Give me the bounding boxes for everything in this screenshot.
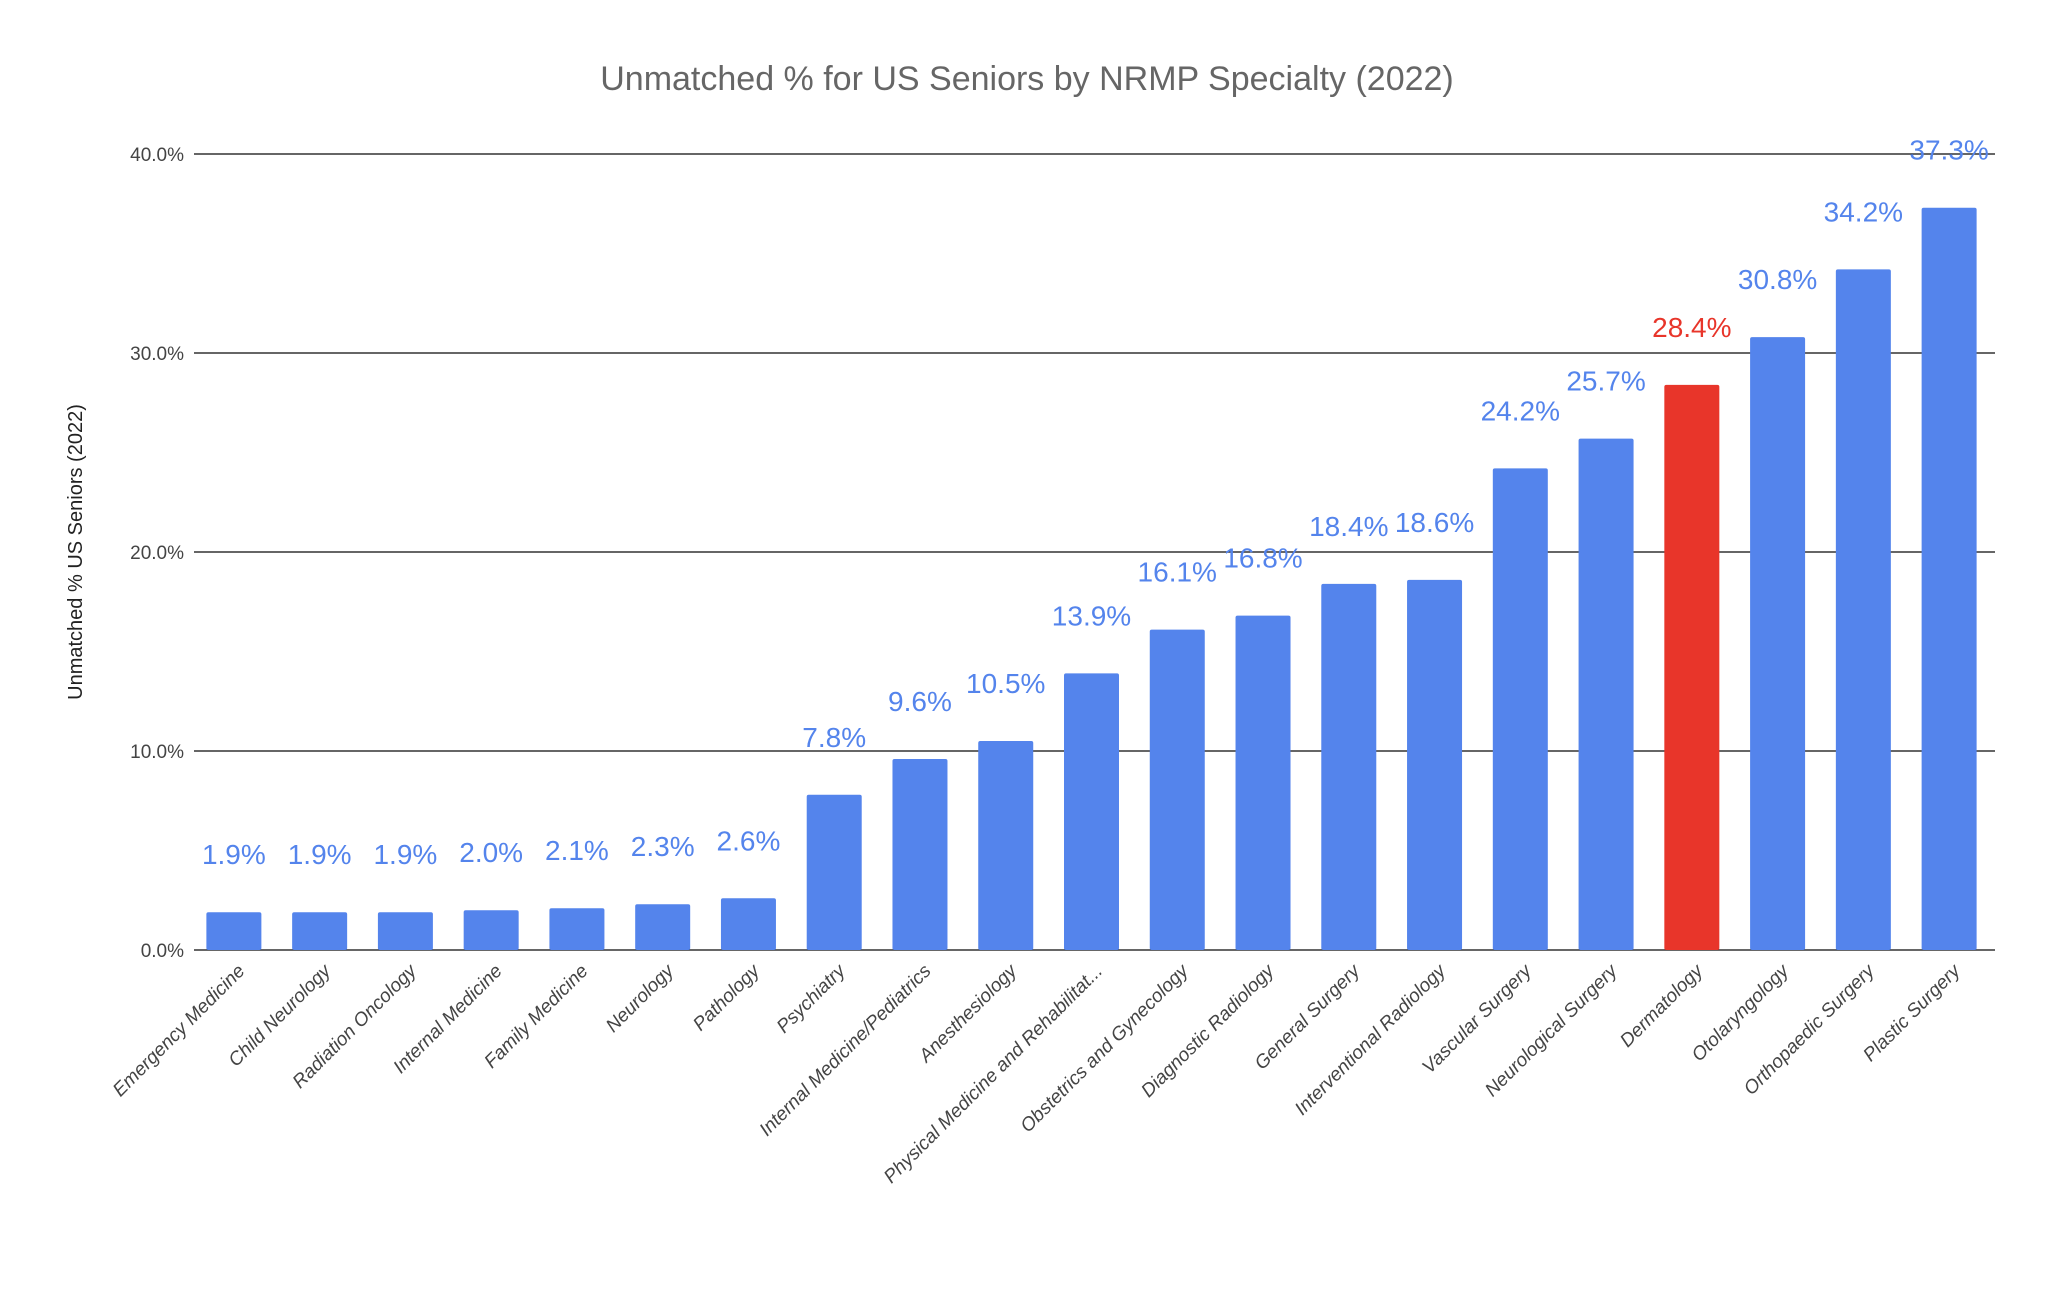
- bar: [1750, 337, 1806, 951]
- bar: [1664, 384, 1720, 951]
- bar: [1578, 438, 1634, 950]
- data-label: 2.6%: [717, 825, 781, 856]
- data-label: 13.9%: [1052, 600, 1131, 631]
- bar: [549, 908, 605, 950]
- y-tick-label: 40.0%: [130, 145, 184, 166]
- y-axis-label: Unmatched % US Seniors (2022): [65, 404, 87, 700]
- data-label: 16.8%: [1223, 543, 1302, 574]
- data-label: 2.3%: [631, 831, 695, 862]
- bar: [292, 912, 348, 950]
- bar: [1235, 615, 1291, 950]
- data-label: 16.1%: [1138, 557, 1217, 588]
- x-tick-label: Psychiatry: [773, 960, 851, 1038]
- bar: [892, 758, 948, 950]
- data-label: 18.6%: [1395, 507, 1474, 538]
- chart-title: Unmatched % for US Seniors by NRMP Speci…: [600, 60, 1454, 98]
- bar: [1835, 269, 1891, 950]
- bar: [1321, 583, 1377, 950]
- data-label: 25.7%: [1566, 366, 1645, 397]
- data-label: 7.8%: [802, 722, 866, 753]
- data-label: 28.4%: [1652, 312, 1731, 343]
- data-label: 30.8%: [1738, 264, 1817, 295]
- bar: [720, 898, 776, 950]
- bar: [1064, 673, 1119, 950]
- bar: [978, 741, 1034, 950]
- bar: [377, 912, 433, 950]
- bar: [206, 912, 262, 950]
- data-label: 24.2%: [1481, 395, 1560, 426]
- bar: [463, 910, 519, 950]
- x-tick-label: Pathology: [689, 960, 765, 1036]
- y-tick-label: 0.0%: [141, 941, 184, 962]
- bar: [1149, 629, 1205, 950]
- data-label: 2.1%: [545, 835, 609, 866]
- data-label: 37.3%: [1909, 135, 1988, 166]
- y-tick-label: 10.0%: [130, 742, 184, 763]
- data-label: 1.9%: [202, 839, 266, 870]
- x-tick-label: Neurology: [602, 960, 679, 1037]
- bar: [1921, 207, 1977, 951]
- y-tick-label: 20.0%: [130, 543, 184, 564]
- data-label: 34.2%: [1824, 196, 1903, 227]
- data-label: 1.9%: [373, 839, 437, 870]
- x-tick-label: Dermatology: [1616, 960, 1708, 1052]
- data-label: 10.5%: [966, 668, 1045, 699]
- bar: [1407, 579, 1463, 950]
- data-label: 1.9%: [288, 839, 352, 870]
- y-tick-label: 30.0%: [130, 344, 184, 365]
- data-label: 2.0%: [459, 837, 523, 868]
- bar: [1492, 468, 1548, 950]
- bar: [806, 794, 862, 950]
- x-tick-label: Emergency Medicine: [109, 961, 249, 1101]
- x-tick-label: Interventional Radiology: [1291, 960, 1451, 1120]
- x-tick-label: Internal Medicine/Pediatrics: [756, 960, 936, 1140]
- data-label: 9.6%: [888, 686, 952, 717]
- data-label: 18.4%: [1309, 511, 1388, 542]
- x-tick-label: Obstetrics and Gynecology: [1017, 960, 1194, 1137]
- bar: [635, 904, 691, 950]
